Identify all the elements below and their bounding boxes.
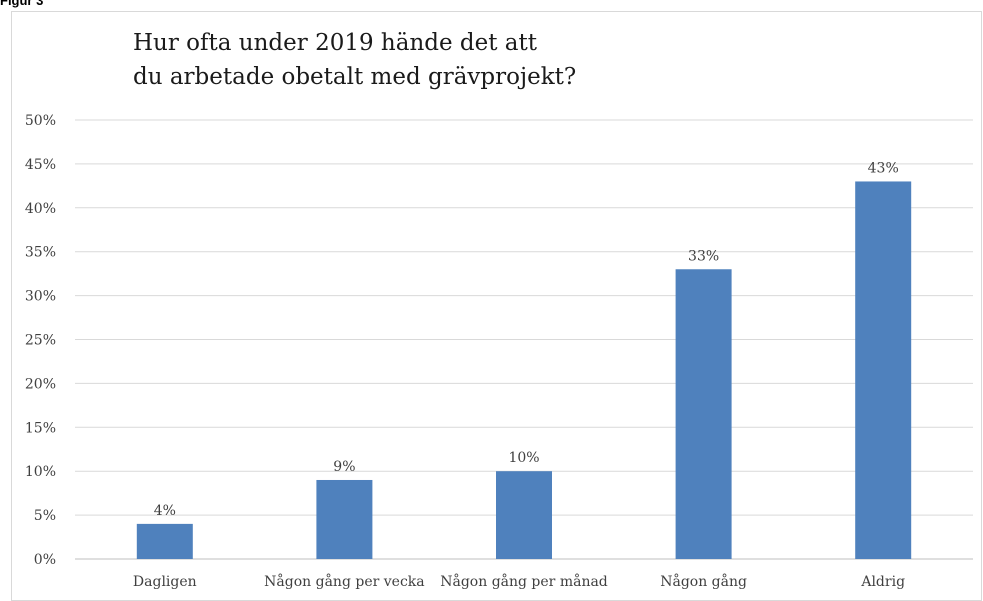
y-tick-label: 10% — [25, 464, 56, 480]
x-tick-label: Någon gång per månad — [440, 573, 608, 590]
data-label: 4% — [154, 503, 176, 519]
y-tick-label: 35% — [25, 245, 56, 261]
y-tick-label: 5% — [34, 508, 56, 524]
bar — [855, 181, 912, 559]
data-label: 33% — [688, 248, 719, 264]
y-tick-label: 40% — [25, 201, 56, 217]
y-axis-ticks: 0% 5% 10% 15% 20% 25% 30% 35% 40% 45% 50% — [25, 113, 56, 568]
x-tick-label: Aldrig — [860, 574, 905, 590]
bars — [136, 181, 912, 559]
y-tick-label: 50% — [25, 113, 56, 129]
data-labels: 4% 9% 10% 33% 43% — [154, 160, 899, 518]
chart-title-line-2: du arbetade obetalt med grävprojekt? — [133, 64, 577, 90]
x-tick-label: Någon gång — [660, 573, 747, 590]
x-axis-ticks: Dagligen Någon gång per vecka Någon gång p… — [133, 573, 905, 590]
chart-title: Hur ofta under 2019 hände det att du arb… — [133, 26, 733, 94]
x-tick-label: Dagligen — [133, 574, 197, 590]
y-tick-label: 0% — [34, 552, 56, 568]
data-label: 9% — [333, 459, 355, 475]
bar — [675, 269, 732, 559]
bar — [496, 471, 552, 559]
y-tick-label: 15% — [25, 420, 56, 436]
y-tick-label: 20% — [25, 376, 56, 392]
x-tick-label: Någon gång per vecka — [264, 573, 424, 590]
data-label: 43% — [868, 160, 899, 176]
data-label: 10% — [508, 450, 539, 466]
y-tick-label: 30% — [25, 289, 56, 305]
y-tick-label: 45% — [25, 157, 56, 173]
bar — [316, 479, 373, 559]
figure-label: Figur 3 — [0, 0, 44, 8]
y-tick-label: 25% — [25, 333, 56, 349]
chart-title-line-1: Hur ofta under 2019 hände det att — [133, 30, 537, 56]
bar — [136, 523, 193, 559]
